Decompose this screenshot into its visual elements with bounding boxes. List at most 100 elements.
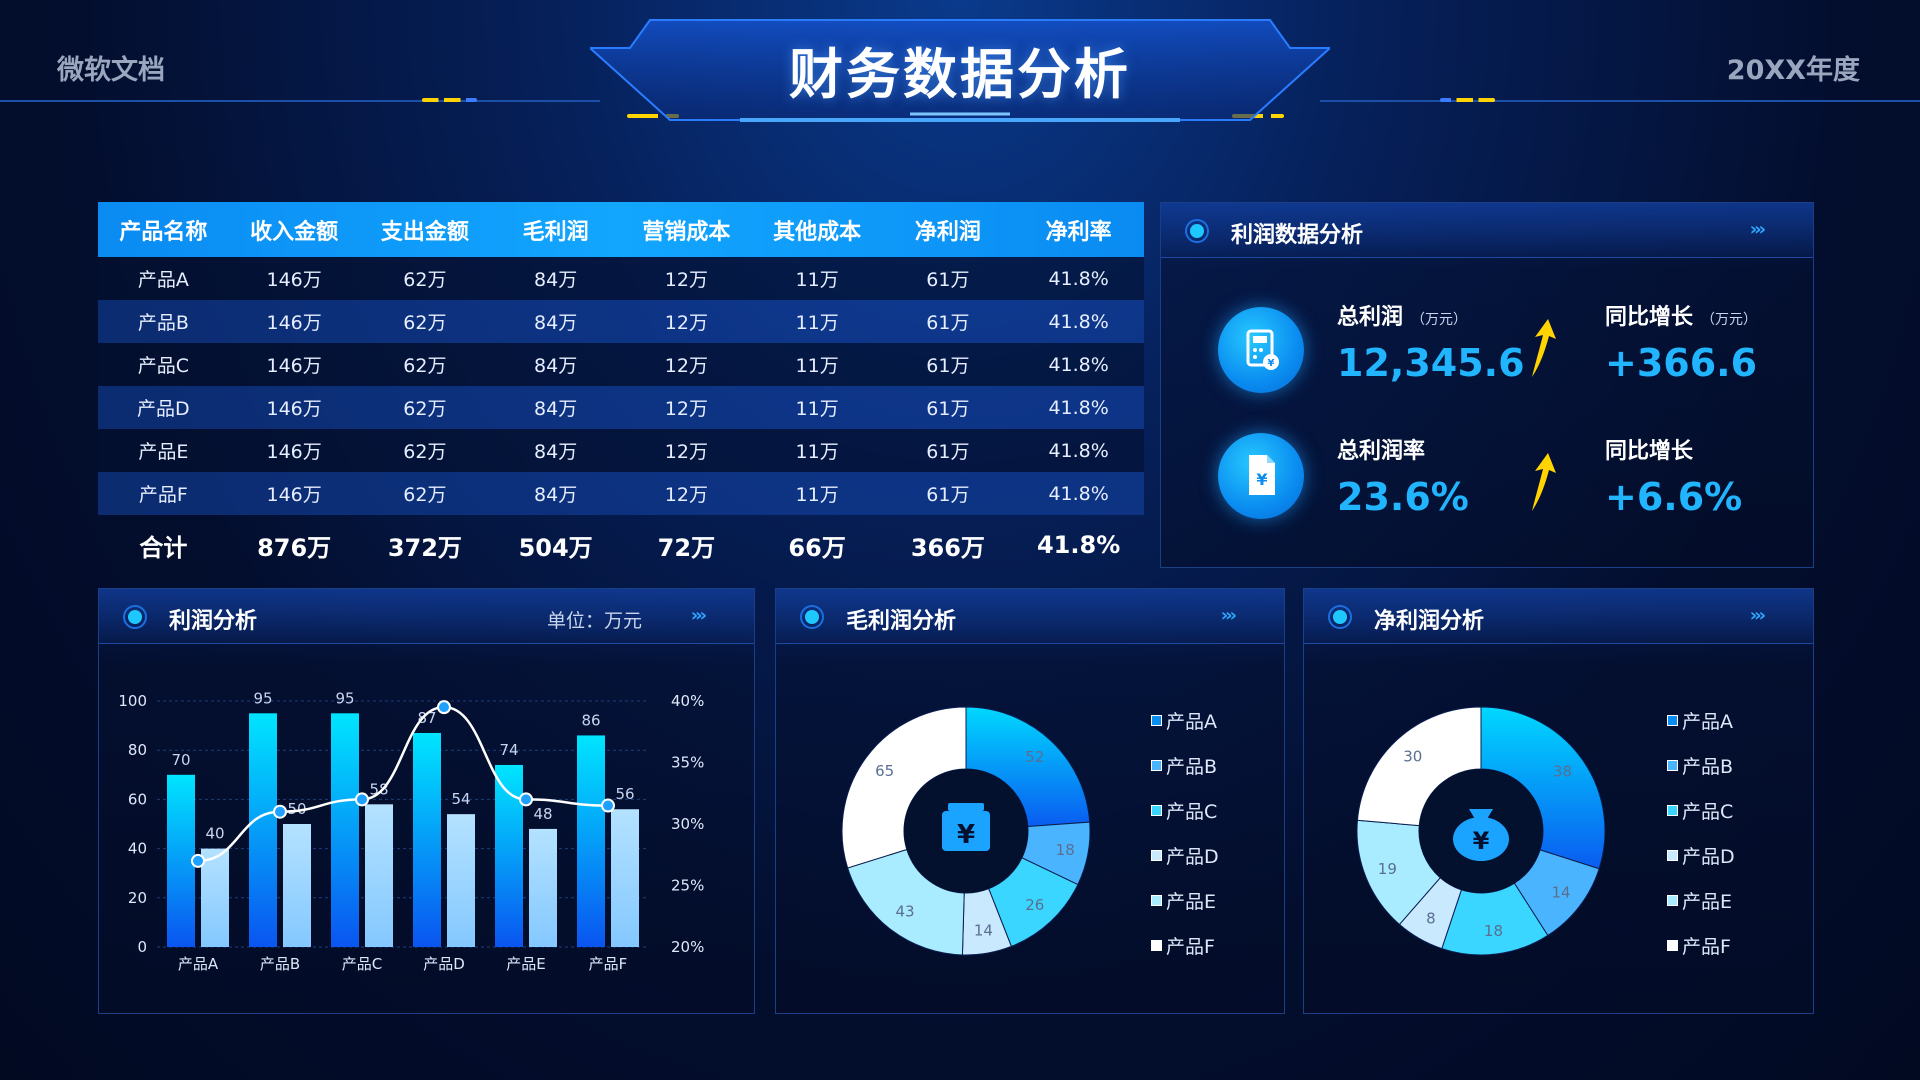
table-cell: 11万 [795,484,839,506]
yen-box-icon: ¥ [942,803,990,851]
svg-text:¥: ¥ [1268,358,1275,369]
table-header-cell: 支出金额 [380,219,469,245]
legend-label: 产品A [1166,711,1217,733]
table-header-cell: 营销成本 [642,219,731,245]
header-deco-right [1440,98,1495,102]
line-point [601,798,615,813]
legend-item[interactable]: 产品A [1667,698,1735,743]
unit-label: 单位：万元 [546,610,642,632]
legend-item[interactable]: 产品C [1667,788,1735,833]
total-profit-value: 12,345.6 [1337,341,1525,385]
legend-item[interactable]: 产品D [1151,833,1219,878]
slice-value-label: 18 [1484,922,1503,940]
gross-profit-donut: 52 18 26 14 43 65 ¥ [841,706,1091,956]
legend-label: 产品B [1682,756,1734,778]
bar-value-label: 70 [171,751,190,769]
legend-swatch [1667,850,1678,861]
bar-value-label: 56 [615,785,634,803]
table-total-cell: 合计 [139,533,188,562]
legend-item[interactable]: 产品A [1151,698,1219,743]
more-arrows-icon[interactable]: ››› [1749,219,1766,240]
y-tick-label: 60 [128,790,147,808]
legend-swatch [1151,895,1162,906]
table-cell: 41.8% [1048,482,1109,505]
yoy-growth-label-2: 同比增长 [1605,439,1694,464]
y-tick-label: 80 [128,741,147,759]
table-cell: 61万 [926,355,970,377]
finance-table: 产品名称 收入金额 支出金额 毛利润 营销成本 其他成本 净利润 净利率 产品A 146万 62万… [98,202,1144,575]
legend-item[interactable]: 产品E [1667,878,1735,923]
x-tick-label: 产品F [589,955,628,973]
header-deco-left-2 [627,114,679,118]
table-header-cell: 净利润 [914,219,981,245]
legend-item[interactable]: 产品F [1667,923,1735,968]
legend-item[interactable]: 产品D [1667,833,1735,878]
legend-item[interactable]: 产品B [1667,743,1735,788]
table-row: 产品D 146万 62万 84万 12万 11万 61万 41.8% [98,386,1144,429]
table-cell: 62万 [403,484,447,506]
bar-value-label: 40 [205,825,224,843]
y-tick-label: 100 [118,692,147,710]
legend-item[interactable]: 产品B [1151,743,1219,788]
table-cell: 146万 [266,398,322,420]
table-cell: 84万 [534,269,578,291]
table-cell: 61万 [926,441,970,463]
more-arrows-icon[interactable]: ››› [1220,605,1237,626]
bar-value-label: 50 [287,800,306,818]
table-total-cell: 504万 [518,533,593,562]
table-cell: 84万 [534,441,578,463]
bar-primary [495,764,523,947]
y2-tick-label: 35% [671,754,704,772]
line-point [355,792,369,807]
table-cell: 61万 [926,484,970,506]
panel-header: 利润数据分析 ››› [1161,203,1813,258]
line-point [191,853,205,868]
legend-swatch [1667,940,1678,951]
table-cell: 146万 [266,312,322,334]
more-arrows-icon[interactable]: ››› [1749,605,1766,626]
legend-item[interactable]: 产品C [1151,788,1219,833]
y2-tick-label: 40% [671,692,704,710]
panel-dot-icon [123,605,147,629]
table-cell: 41.8% [1048,267,1109,290]
slice-value-label: 52 [1025,748,1044,766]
table-row: 产品F 146万 62万 84万 12万 11万 61万 41.8% [98,472,1144,515]
legend-swatch [1151,805,1162,816]
legend-label: 产品F [1166,936,1215,958]
table-total-cell: 876万 [257,533,332,562]
legend-item[interactable]: 产品F [1151,923,1219,968]
svg-text:¥: ¥ [1256,470,1267,489]
table-cell: 61万 [926,312,970,334]
table-cell: 产品B [137,312,189,334]
bar-value-label: 58 [369,780,388,798]
legend-label: 产品E [1166,891,1217,913]
table-body: 产品A 146万 62万 84万 12万 11万 61万 41.8% 产品B 146万 62万 84万… [98,257,1144,515]
table-cell: 11万 [795,441,839,463]
profit-analysis-panel: 利润分析 单位：万元 ››› 0 20 40 60 80 100 20% 25% 30% 35% 4… [98,588,755,1014]
table-cell: 146万 [266,484,322,506]
header-year: 20XX年度 [1726,55,1860,86]
panel-header: 净利润分析 ››› [1304,589,1813,644]
yoy-growth-value-2: +6.6% [1605,475,1743,519]
table-total-cell: 72万 [657,533,716,562]
more-arrows-icon[interactable]: ››› [690,605,707,626]
panel-dot-icon [1328,605,1352,629]
table-row: 产品B 146万 62万 84万 12万 11万 61万 41.8% [98,300,1144,343]
table-total-row: 合计 876万 372万 504万 72万 66万 366万 41.8% [98,515,1144,575]
legend-swatch [1667,805,1678,816]
y2-tick-label: 20% [671,938,704,956]
table-cell: 84万 [534,484,578,506]
legend-item[interactable]: 产品E [1151,878,1219,923]
document-yen-icon: ¥ [1218,433,1304,519]
bar-primary [167,774,195,947]
table-cell: 62万 [403,441,447,463]
legend-swatch [1151,715,1162,726]
table-cell: 41.8% [1048,353,1109,376]
header-deco-left [422,98,477,102]
bar-primary [577,735,605,947]
bar-secondary [365,804,393,947]
table-cell: 12万 [664,398,708,420]
table-cell: 11万 [795,269,839,291]
slice-value-label: 18 [1056,841,1075,859]
header-line-left [0,100,600,102]
